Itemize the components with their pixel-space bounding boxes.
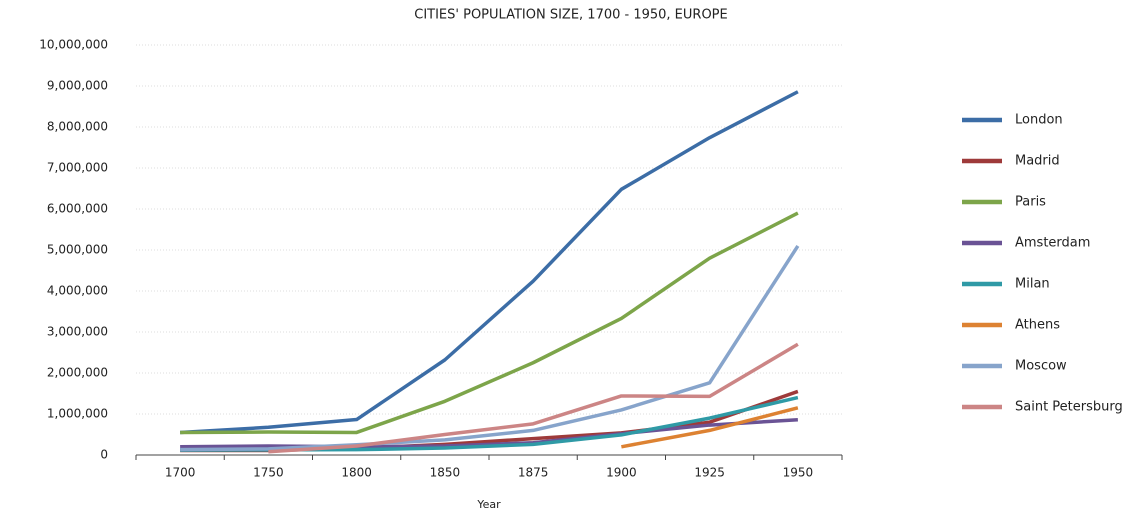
chart-title: CITIES' POPULATION SIZE, 1700 - 1950, EU…: [414, 8, 727, 23]
legend-label: Amsterdam: [1015, 236, 1090, 251]
x-tick-label: 1750: [253, 466, 284, 480]
y-tick-label: 1,000,000: [47, 407, 108, 421]
x-tick-label: 1925: [694, 466, 725, 480]
y-tick-label: 2,000,000: [47, 366, 108, 380]
y-tick-label: 6,000,000: [47, 202, 108, 216]
series-line: [180, 244, 800, 452]
series-line: [621, 406, 799, 449]
y-tick-label: 7,000,000: [47, 161, 108, 175]
x-tick-label: 1850: [430, 466, 461, 480]
legend-label: London: [1015, 113, 1063, 128]
y-tick-label: 5,000,000: [47, 243, 108, 257]
legend-label: Paris: [1015, 195, 1046, 210]
y-tick-label: 4,000,000: [47, 284, 108, 298]
x-tick-label: 1875: [518, 466, 549, 480]
legend-label: Athens: [1015, 318, 1060, 333]
legend-label: Milan: [1015, 277, 1050, 292]
series-line: [180, 90, 799, 435]
series-line: [180, 211, 799, 435]
series-line: [268, 342, 799, 454]
legend-label: Moscow: [1015, 359, 1067, 374]
y-tick-label: 10,000,000: [39, 38, 108, 52]
y-tick-label: 8,000,000: [47, 120, 108, 134]
x-axis-label: Year: [476, 498, 501, 511]
legend-label: Madrid: [1015, 154, 1060, 169]
y-tick-label: 9,000,000: [47, 79, 108, 93]
x-tick-label: 1900: [606, 466, 637, 480]
x-tick-label: 1700: [165, 466, 196, 480]
series-line: [180, 417, 798, 449]
x-tick-label: 1800: [341, 466, 372, 480]
y-tick-label: 3,000,000: [47, 325, 108, 339]
legend-label: Saint Petersburg: [1015, 400, 1123, 415]
series-line: [180, 389, 799, 453]
x-tick-label: 1950: [783, 466, 814, 480]
y-tick-label: 0: [100, 448, 108, 462]
